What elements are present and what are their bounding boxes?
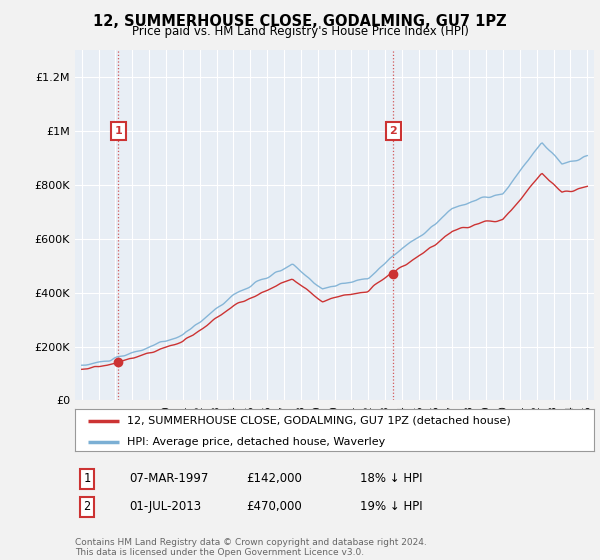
Text: 1: 1 (83, 472, 91, 486)
Text: 07-MAR-1997: 07-MAR-1997 (129, 472, 208, 486)
Text: 19% ↓ HPI: 19% ↓ HPI (360, 500, 422, 514)
Text: 12, SUMMERHOUSE CLOSE, GODALMING, GU7 1PZ: 12, SUMMERHOUSE CLOSE, GODALMING, GU7 1P… (93, 14, 507, 29)
Text: Price paid vs. HM Land Registry's House Price Index (HPI): Price paid vs. HM Land Registry's House … (131, 25, 469, 38)
Text: £470,000: £470,000 (246, 500, 302, 514)
Text: 18% ↓ HPI: 18% ↓ HPI (360, 472, 422, 486)
Text: Contains HM Land Registry data © Crown copyright and database right 2024.
This d: Contains HM Land Registry data © Crown c… (75, 538, 427, 557)
Text: 1: 1 (115, 126, 122, 136)
Text: HPI: Average price, detached house, Waverley: HPI: Average price, detached house, Wave… (127, 437, 385, 446)
Text: 2: 2 (389, 126, 397, 136)
Text: £142,000: £142,000 (246, 472, 302, 486)
Text: 2: 2 (83, 500, 91, 514)
Text: 01-JUL-2013: 01-JUL-2013 (129, 500, 201, 514)
Text: 12, SUMMERHOUSE CLOSE, GODALMING, GU7 1PZ (detached house): 12, SUMMERHOUSE CLOSE, GODALMING, GU7 1P… (127, 416, 511, 426)
